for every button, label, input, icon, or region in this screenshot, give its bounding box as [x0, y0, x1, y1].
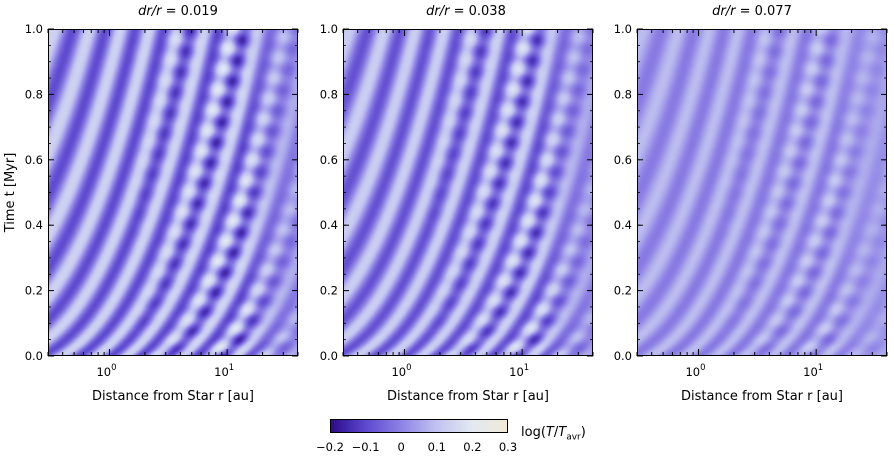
colorbar-label: log(T/Tavr) [521, 425, 586, 443]
y-tick-label: 0.2 [614, 284, 632, 298]
colorbar-tick-label: −0.1 [352, 440, 380, 454]
y-tick-label: 0.2 [25, 284, 43, 298]
panel-title-2: dr/r = 0.038 [426, 4, 506, 19]
panel-title-3: dr/r = 0.077 [712, 4, 792, 19]
x-tick-label: 101 [214, 363, 234, 379]
y-tick-label: 0.8 [320, 87, 338, 101]
x-tick-label: 101 [803, 363, 823, 379]
x-axis-label: Distance from Star r [au] [92, 389, 254, 404]
y-tick-label: 0.4 [25, 218, 43, 232]
y-tick-label: 0.2 [320, 284, 338, 298]
y-tick-label: 0.4 [320, 218, 338, 232]
heatmap-canvas-1 [49, 30, 297, 355]
y-tick-label: 0.6 [320, 153, 338, 167]
y-tick-label: 1.0 [614, 22, 632, 36]
x-tick-label: 100 [685, 363, 705, 379]
y-tick-label: 0.0 [614, 349, 632, 363]
heatmap-canvas-3 [638, 30, 886, 355]
heatmap-panel-2 [343, 29, 593, 356]
colorbar-tick-label: 0.2 [463, 440, 481, 454]
x-tick-label: 100 [391, 363, 411, 379]
colorbar-tick-label: 0.1 [428, 440, 446, 454]
x-axis-label: Distance from Star r [au] [681, 389, 843, 404]
y-axis-label: Time t [Myr] [3, 153, 18, 234]
y-tick-label: 1.0 [25, 22, 43, 36]
y-tick-label: 0.0 [25, 349, 43, 363]
colorbar [330, 419, 508, 433]
panel-title-1: dr/r = 0.019 [138, 4, 218, 19]
y-tick-label: 0.4 [614, 218, 632, 232]
colorbar-tick-label: 0 [398, 440, 405, 454]
y-tick-label: 1.0 [320, 22, 338, 36]
x-tick-label: 100 [96, 363, 116, 379]
heatmap-panel-3 [637, 29, 887, 356]
y-tick-label: 0.8 [614, 87, 632, 101]
y-tick-label: 0.6 [25, 153, 43, 167]
heatmap-canvas-2 [344, 30, 592, 355]
x-tick-label: 101 [509, 363, 529, 379]
y-tick-label: 0.6 [614, 153, 632, 167]
y-tick-label: 0.8 [25, 87, 43, 101]
y-tick-label: 0.0 [320, 349, 338, 363]
colorbar-tick-label: 0.3 [499, 440, 517, 454]
colorbar-tick-label: −0.2 [316, 440, 344, 454]
x-axis-label: Distance from Star r [au] [387, 389, 549, 404]
